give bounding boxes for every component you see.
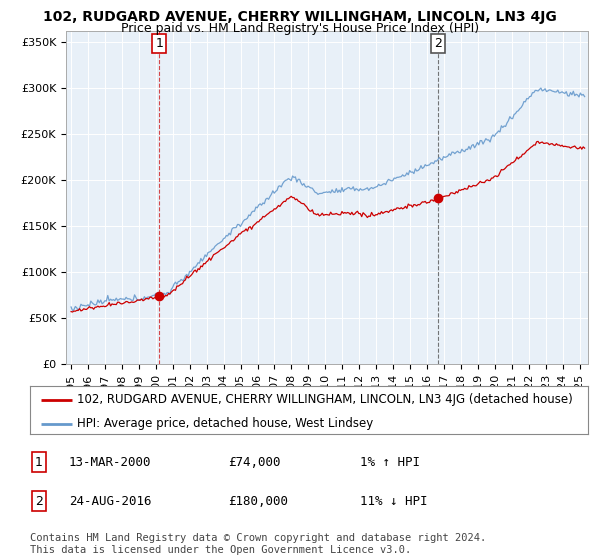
Text: £74,000: £74,000: [228, 455, 281, 469]
Text: 1% ↑ HPI: 1% ↑ HPI: [360, 455, 420, 469]
Text: 102, RUDGARD AVENUE, CHERRY WILLINGHAM, LINCOLN, LN3 4JG: 102, RUDGARD AVENUE, CHERRY WILLINGHAM, …: [43, 10, 557, 24]
Text: 1: 1: [35, 455, 43, 469]
Text: Contains HM Land Registry data © Crown copyright and database right 2024.
This d: Contains HM Land Registry data © Crown c…: [30, 533, 486, 555]
Text: 2: 2: [35, 494, 43, 508]
Text: Price paid vs. HM Land Registry's House Price Index (HPI): Price paid vs. HM Land Registry's House …: [121, 22, 479, 35]
Text: 13-MAR-2000: 13-MAR-2000: [69, 455, 151, 469]
Text: 1: 1: [155, 37, 163, 50]
Text: 102, RUDGARD AVENUE, CHERRY WILLINGHAM, LINCOLN, LN3 4JG (detached house): 102, RUDGARD AVENUE, CHERRY WILLINGHAM, …: [77, 393, 573, 406]
Text: HPI: Average price, detached house, West Lindsey: HPI: Average price, detached house, West…: [77, 417, 374, 430]
Text: 24-AUG-2016: 24-AUG-2016: [69, 494, 151, 508]
Text: 2: 2: [434, 37, 442, 50]
Text: £180,000: £180,000: [228, 494, 288, 508]
Text: 11% ↓ HPI: 11% ↓ HPI: [360, 494, 427, 508]
